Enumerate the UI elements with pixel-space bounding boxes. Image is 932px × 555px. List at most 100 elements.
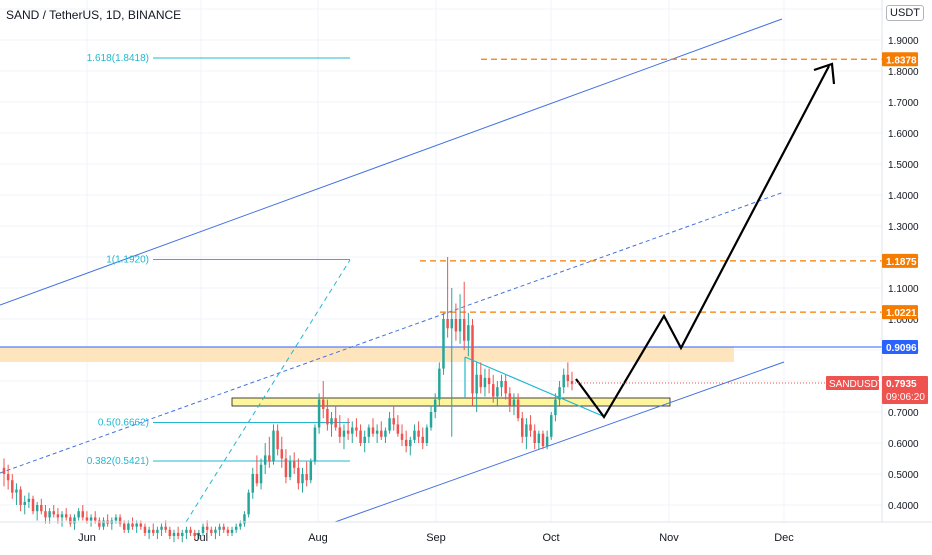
candle-body bbox=[234, 526, 238, 530]
candle bbox=[56, 508, 60, 524]
candle-body bbox=[321, 399, 325, 409]
candle-body bbox=[160, 526, 163, 530]
candle-body bbox=[69, 517, 72, 524]
candle-body bbox=[396, 424, 400, 434]
candle-body bbox=[89, 517, 93, 521]
candle bbox=[521, 412, 524, 443]
candle-body bbox=[500, 381, 503, 388]
y-tick-label: 0.4000 bbox=[888, 501, 919, 512]
candle bbox=[89, 514, 93, 527]
candle-body bbox=[156, 529, 159, 533]
candle bbox=[263, 443, 267, 474]
candle-body bbox=[214, 529, 217, 533]
candle bbox=[156, 526, 159, 540]
candle bbox=[446, 257, 449, 338]
candle bbox=[69, 514, 72, 527]
candle bbox=[52, 505, 55, 518]
x-tick-label: Nov bbox=[659, 532, 679, 544]
fib-level-label: 0.5(0.6662) bbox=[98, 417, 149, 428]
candle bbox=[363, 430, 366, 453]
candle bbox=[566, 362, 570, 388]
candle-body bbox=[251, 474, 255, 493]
candle-body bbox=[201, 526, 205, 533]
candle bbox=[537, 430, 541, 450]
bar-countdown-label: 09:06:20 bbox=[886, 392, 925, 403]
candle-body bbox=[392, 418, 395, 425]
candle bbox=[334, 405, 337, 431]
candle-body bbox=[533, 430, 536, 443]
candle-body bbox=[60, 514, 64, 518]
candle bbox=[429, 405, 433, 431]
candle bbox=[508, 387, 512, 412]
triangle-top-line bbox=[464, 356, 606, 418]
candle-body bbox=[193, 532, 196, 536]
candle bbox=[342, 424, 346, 450]
candle-body bbox=[276, 430, 279, 450]
candle bbox=[421, 427, 424, 450]
candle-body bbox=[409, 439, 412, 447]
candle-body bbox=[11, 480, 14, 493]
candle bbox=[500, 374, 503, 397]
candle bbox=[346, 418, 350, 440]
candle-body bbox=[450, 319, 454, 329]
candle bbox=[417, 421, 420, 443]
projection-arrowhead bbox=[813, 62, 836, 85]
candle bbox=[359, 424, 362, 447]
symbol-title: SAND / TetherUS, 1D, BINANCE bbox=[6, 8, 182, 22]
candle bbox=[305, 461, 308, 487]
candle bbox=[143, 523, 147, 536]
candle bbox=[529, 415, 532, 437]
candle bbox=[462, 281, 466, 350]
fib-trend-line bbox=[185, 259, 351, 523]
candle bbox=[442, 312, 445, 375]
candle-body bbox=[433, 399, 437, 412]
candle bbox=[164, 520, 167, 533]
candle-body bbox=[309, 461, 313, 481]
resistance-price-badge: 0.9096 bbox=[882, 340, 918, 355]
candle bbox=[375, 424, 379, 443]
candle-body bbox=[218, 526, 221, 530]
candle bbox=[181, 529, 184, 543]
candle-body bbox=[48, 511, 51, 518]
svg-text:0.9096: 0.9096 bbox=[886, 343, 917, 354]
candle bbox=[64, 508, 68, 521]
y-tick-label: 0.5000 bbox=[888, 470, 919, 481]
candle-body bbox=[102, 520, 105, 527]
candle-body bbox=[471, 325, 474, 394]
candle bbox=[404, 430, 408, 453]
candle bbox=[135, 520, 138, 533]
candle-body bbox=[85, 517, 89, 521]
candle bbox=[554, 393, 557, 422]
candle bbox=[48, 508, 51, 524]
candle-body bbox=[172, 532, 176, 536]
candle-body bbox=[73, 517, 76, 524]
candle bbox=[475, 362, 478, 412]
candle-body bbox=[247, 492, 250, 515]
candle-body bbox=[359, 430, 362, 443]
candle-body bbox=[210, 529, 213, 533]
candle bbox=[371, 418, 375, 437]
x-tick-label: Jun bbox=[78, 532, 96, 544]
y-tick-label: 0.7000 bbox=[888, 408, 919, 419]
candle-body bbox=[355, 427, 358, 431]
fib-level-label: 1(1.1920) bbox=[106, 254, 149, 265]
svg-text:1.1875: 1.1875 bbox=[886, 257, 917, 268]
candle-body bbox=[537, 433, 541, 443]
candle bbox=[367, 424, 371, 443]
candle bbox=[81, 505, 85, 521]
candle-body bbox=[429, 412, 433, 428]
candle bbox=[131, 517, 134, 530]
candle bbox=[562, 368, 565, 394]
svg-text:1.8378: 1.8378 bbox=[886, 55, 917, 66]
candle-body bbox=[239, 523, 242, 527]
currency-unit-badge[interactable]: USDT bbox=[886, 5, 924, 21]
candle-body bbox=[127, 523, 130, 530]
candle-body bbox=[56, 514, 60, 518]
candle bbox=[122, 520, 126, 533]
candle bbox=[413, 424, 416, 443]
candle-body bbox=[301, 474, 304, 484]
candle-body bbox=[512, 399, 516, 406]
candle bbox=[396, 415, 400, 437]
